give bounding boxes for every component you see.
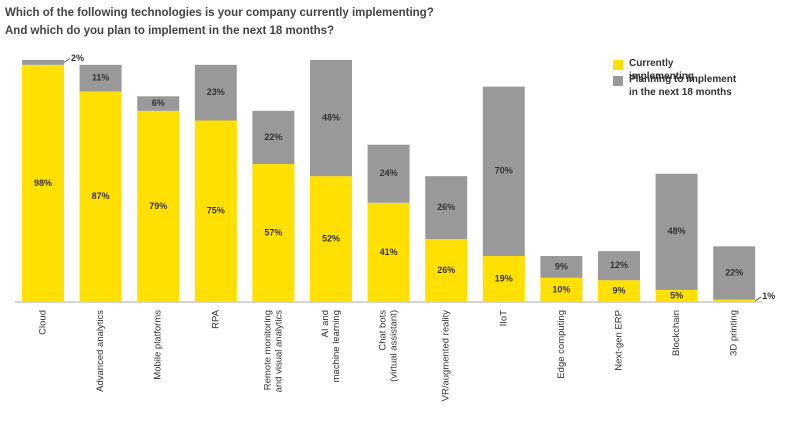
value-label: 98% [34,178,52,188]
x-tick-label: RPA [210,309,221,328]
x-tick-label: Next-gen ERP [614,310,625,371]
bar-segment [367,202,410,302]
value-label: 1% [762,291,775,301]
bar-segment [252,164,295,302]
x-tick-label: AI and [320,310,331,337]
x-tick-label: IIoT [498,310,509,327]
value-label: 41% [380,247,398,257]
bar-segment [137,96,180,111]
x-tick-label: Edge computing [556,310,567,379]
value-label: 11% [92,73,110,83]
bar-segment [425,176,468,240]
value-label: 22% [725,267,743,277]
x-tick-label: Chat bots [378,310,389,351]
legend-label: Currently implementing [629,58,695,82]
leader-line [754,296,762,302]
x-tick-label: Mobile platforms [153,310,164,380]
bar-segment [713,299,756,302]
value-label: 2% [71,53,84,63]
legend-swatch [613,60,623,70]
bar-segment [22,64,64,302]
value-label: 75% [207,206,225,216]
x-tick-label: 3D printing [729,310,740,356]
value-label: 9% [555,261,568,271]
bar-segment [598,280,640,302]
x-tick-label: Remote monitoring [262,310,273,390]
bar-segment [79,64,122,92]
value-label: 19% [495,273,513,283]
value-label: 23% [207,87,225,97]
value-label: 87% [92,191,110,201]
value-label: 57% [264,227,282,237]
value-label: 26% [437,265,455,275]
x-tick-label: (virtual assistant) [389,310,400,382]
value-label: 9% [612,285,625,295]
legend-label: Planning to implement in the next 18 mon… [629,74,737,98]
x-tick-label: Advanced analytics [95,310,106,392]
chart-title: Which of the following technologies is y… [5,7,434,19]
value-label: 5% [670,290,683,300]
bar-segment [79,91,122,303]
bar-segment [482,86,525,257]
value-label: 22% [264,132,282,142]
value-label: 10% [552,284,570,294]
value-label: 6% [152,98,165,108]
bar-segment [137,110,180,302]
bar-segment [252,110,295,165]
value-label: 48% [668,226,686,236]
bar-segment [425,239,468,302]
bar-segment [655,173,698,290]
x-tick-label: Blockchain [671,310,682,356]
x-tick-label: and visual analytics [273,310,284,393]
bar-segment [310,60,352,177]
bar-segment [367,144,410,203]
bar-segment [540,256,583,278]
value-label: 52% [322,233,340,243]
x-tick-label: machine learning [331,310,342,382]
bar-segment [655,289,698,302]
value-label: 48% [322,112,340,122]
leader-line [63,58,71,63]
x-tick-label: Cloud [38,310,49,335]
value-label: 26% [437,202,455,212]
value-label: 70% [495,166,513,176]
x-tick-label: VR/augmented reality [441,310,452,402]
bar-segment [310,176,352,302]
bar-segment [540,277,583,302]
bar-segment [22,60,64,65]
legend-swatch [613,76,623,86]
value-label: 79% [149,201,167,211]
bar-segment [194,64,237,121]
bar-segment [194,120,237,302]
chart-title: And which do you plan to implement in th… [5,25,334,37]
bar-segment [598,251,640,281]
bar-segment [482,256,525,302]
value-label: 24% [380,168,398,178]
value-label: 12% [610,260,628,270]
bar-segment [713,246,756,300]
